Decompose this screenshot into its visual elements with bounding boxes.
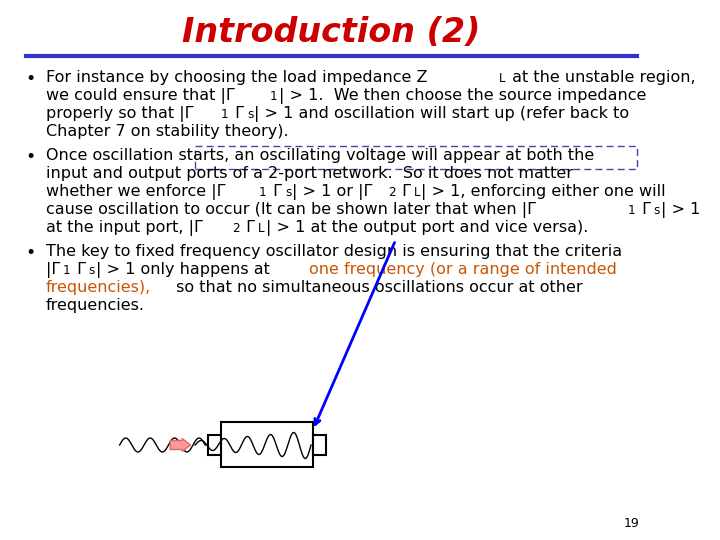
- Text: | > 1: | > 1: [661, 202, 701, 218]
- Text: cause oscillation to occur (It can be shown later that when |Γ: cause oscillation to occur (It can be sh…: [46, 202, 536, 218]
- Text: frequencies),: frequencies),: [46, 280, 151, 295]
- Text: at the input port, |Γ: at the input port, |Γ: [46, 220, 203, 236]
- Text: we could ensure that |Γ: we could ensure that |Γ: [46, 88, 235, 104]
- Text: | > 1 or |Γ: | > 1 or |Γ: [292, 184, 373, 200]
- Text: For instance by choosing the load impedance Z: For instance by choosing the load impeda…: [46, 70, 428, 85]
- Text: | > 1, enforcing either one will: | > 1, enforcing either one will: [421, 184, 666, 200]
- Text: Γ: Γ: [230, 106, 244, 121]
- Text: Γ: Γ: [268, 184, 282, 199]
- Text: L: L: [413, 186, 420, 199]
- Bar: [313, 435, 325, 455]
- Text: Γ: Γ: [636, 202, 651, 217]
- Text: whether we enforce |Γ: whether we enforce |Γ: [46, 184, 225, 200]
- Text: 2: 2: [388, 186, 395, 199]
- Bar: [208, 435, 221, 455]
- Text: L: L: [499, 72, 505, 85]
- Bar: [221, 422, 313, 467]
- Text: L: L: [258, 222, 264, 235]
- Text: •: •: [26, 148, 36, 166]
- Text: frequencies.: frequencies.: [46, 298, 145, 313]
- Text: Chapter 7 on stability theory).: Chapter 7 on stability theory).: [46, 124, 289, 139]
- Text: |Γ: |Γ: [46, 262, 60, 278]
- Text: Once oscillation starts, an oscillating voltage will appear at both the: Once oscillation starts, an oscillating …: [46, 148, 594, 163]
- Text: properly so that |Γ: properly so that |Γ: [46, 106, 194, 122]
- Text: s: s: [247, 108, 253, 121]
- Text: 1: 1: [259, 186, 266, 199]
- Text: so that no simultaneous oscillations occur at other: so that no simultaneous oscillations occ…: [171, 280, 582, 295]
- FancyArrow shape: [170, 438, 191, 451]
- Text: | > 1 only happens at: | > 1 only happens at: [96, 262, 275, 278]
- Text: one frequency (or a range of intended: one frequency (or a range of intended: [309, 262, 616, 277]
- Text: 19: 19: [624, 517, 639, 530]
- Text: s: s: [285, 186, 291, 199]
- Text: 1: 1: [63, 264, 71, 277]
- Text: The key to fixed frequency oscillator design is ensuring that the criteria: The key to fixed frequency oscillator de…: [46, 244, 622, 259]
- Text: at the unstable region,: at the unstable region,: [507, 70, 696, 85]
- Text: Γ: Γ: [241, 220, 256, 235]
- Text: s: s: [89, 264, 95, 277]
- Text: Introduction (2): Introduction (2): [182, 16, 480, 49]
- Text: 2: 2: [233, 222, 240, 235]
- Text: 1: 1: [221, 108, 229, 121]
- Text: s: s: [654, 204, 660, 217]
- Text: | > 1.  We then choose the source impedance: | > 1. We then choose the source impedan…: [279, 88, 647, 104]
- Text: 1: 1: [628, 204, 635, 217]
- Text: Γ: Γ: [397, 184, 411, 199]
- Text: 1: 1: [270, 90, 278, 103]
- Text: | > 1 and oscillation will start up (refer back to: | > 1 and oscillation will start up (ref…: [254, 106, 629, 122]
- Text: | > 1 at the output port and vice versa).: | > 1 at the output port and vice versa)…: [266, 220, 588, 236]
- Text: •: •: [26, 70, 36, 88]
- Text: input and output ports of a 2-port network.  So it does not matter: input and output ports of a 2-port netwo…: [46, 166, 573, 181]
- Text: •: •: [26, 244, 36, 262]
- Text: Γ: Γ: [72, 262, 86, 277]
- Bar: [195, 146, 636, 169]
